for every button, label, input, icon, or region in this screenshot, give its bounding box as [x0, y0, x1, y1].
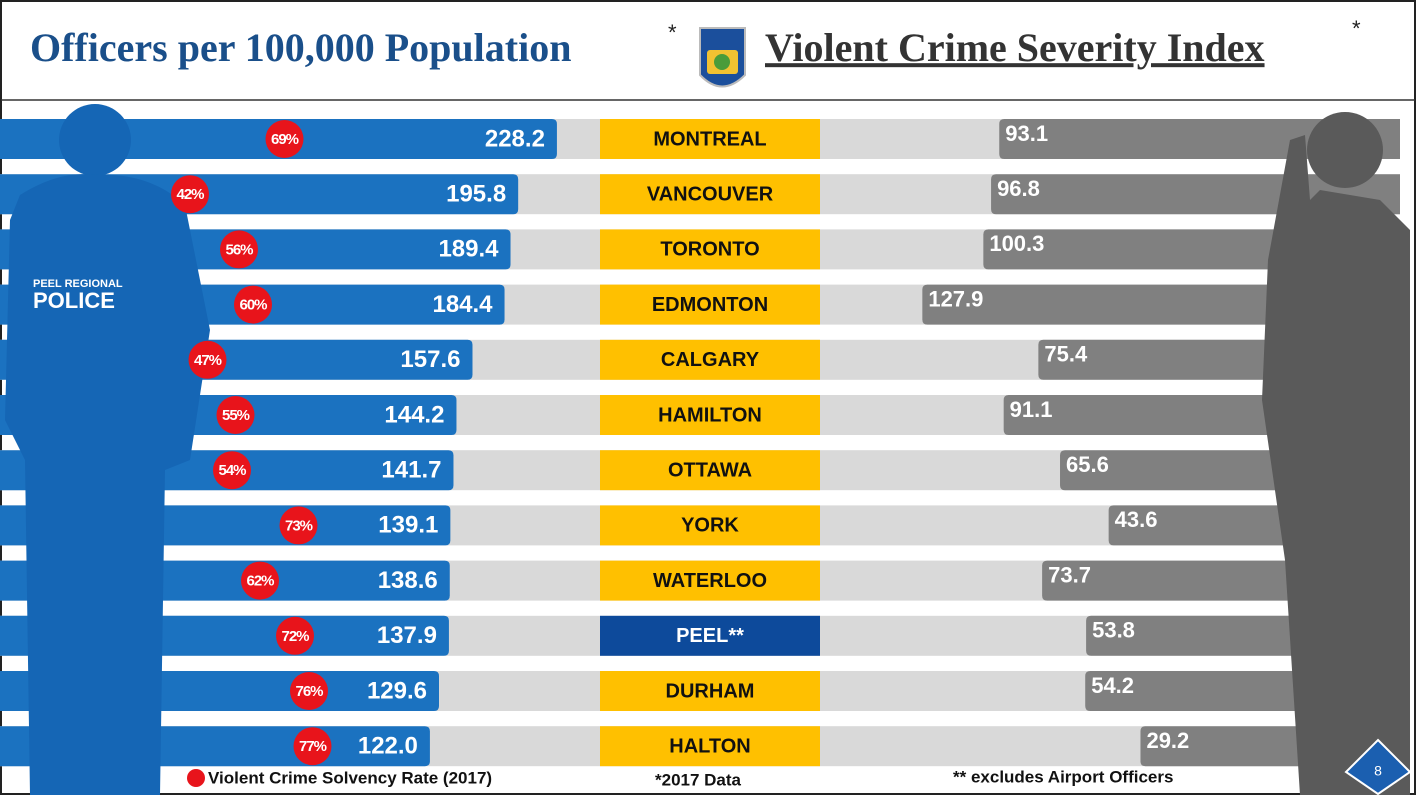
category-label: HALTON [669, 735, 750, 757]
crime-index-value: 53.8 [1092, 618, 1135, 643]
solvency-label: 42% [176, 186, 204, 203]
category-label: MONTREAL [653, 128, 766, 150]
officers-value: 228.2 [485, 125, 545, 152]
officers-value: 141.7 [381, 457, 441, 484]
officers-value: 157.6 [400, 346, 460, 373]
solvency-label: 77% [299, 738, 327, 755]
crime-index-value: 75.4 [1044, 342, 1088, 367]
category-label: HAMILTON [658, 404, 762, 426]
officers-value: 137.9 [377, 622, 437, 649]
crime-index-value: 73.7 [1048, 562, 1091, 587]
police-badge [700, 28, 745, 87]
footnote: *2017 Data [655, 770, 742, 789]
category-label: EDMONTON [652, 294, 768, 316]
solvency-label: 62% [246, 573, 274, 590]
legend-label: Violent Crime Solvency Rate (2017) [208, 768, 492, 787]
solvency-label: 60% [239, 297, 267, 314]
crime-index-value: 54.2 [1091, 673, 1134, 698]
category-label: PEEL** [676, 625, 744, 647]
crime-index-value: 127.9 [928, 286, 983, 311]
solvency-label: 47% [194, 352, 222, 369]
crime-index-value: 93.1 [1005, 121, 1048, 146]
solvency-label: 55% [222, 407, 250, 424]
category-label: OTTAWA [668, 459, 752, 481]
officers-value: 189.4 [438, 236, 499, 263]
officers-value: 144.2 [384, 401, 444, 428]
crime-index-value: 65.6 [1066, 452, 1109, 477]
officers-value: 184.4 [432, 291, 493, 318]
crime-index-value: 29.2 [1146, 728, 1189, 753]
officers-value: 129.6 [367, 677, 427, 704]
right-title: Violent Crime Severity Index [765, 25, 1265, 70]
officers-value: 122.0 [358, 733, 418, 760]
solvency-label: 56% [225, 241, 253, 258]
category-label: YORK [681, 515, 739, 537]
page: {"chart_data": { "type": "butterfly", "t… [0, 0, 1416, 795]
officers-value: 139.1 [378, 512, 438, 539]
silhouette-label: POLICE [33, 288, 115, 313]
crime-index-value: 100.3 [989, 231, 1044, 256]
category-label: DURHAM [666, 680, 755, 702]
slide: Officers per 100,000 Population * Violen… [0, 0, 1416, 795]
category-label: VANCOUVER [647, 183, 774, 205]
officers-value: 138.6 [378, 567, 438, 594]
category-label: WATERLOO [653, 570, 767, 592]
solvency-label: 69% [271, 131, 299, 148]
left-title: Officers per 100,000 Population [30, 25, 571, 70]
category-label: TORONTO [660, 239, 759, 261]
solvency-label: 76% [295, 683, 323, 700]
crime-index-value: 91.1 [1010, 397, 1053, 422]
officers-value: 195.8 [446, 181, 506, 208]
solvency-label: 73% [285, 517, 313, 534]
title-note: * [668, 20, 677, 45]
right-title-note: * [1352, 16, 1361, 41]
page-number: 8 [1374, 763, 1382, 779]
solvency-label: 72% [281, 628, 309, 645]
footnote: ** excludes Airport Officers [953, 767, 1173, 786]
category-label: CALGARY [661, 349, 760, 371]
legend-marker [187, 769, 205, 787]
crime-index-value: 96.8 [997, 176, 1040, 201]
solvency-label: 54% [218, 462, 246, 479]
crime-index-value: 43.6 [1115, 507, 1158, 532]
